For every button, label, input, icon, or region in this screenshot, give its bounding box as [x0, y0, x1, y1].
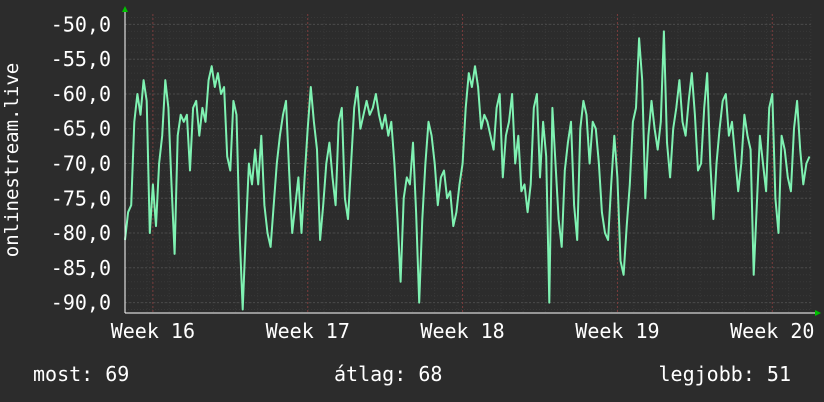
stat-max-value: 51 — [766, 362, 791, 386]
stat-current: most69 — [33, 362, 129, 386]
y-tick-label: -75,0 — [51, 186, 111, 210]
y-tick-label: -65,0 — [51, 117, 111, 141]
x-axis-arrow — [815, 310, 821, 316]
y-tick-label: -90,0 — [51, 291, 111, 315]
grid — [124, 14, 812, 313]
x-tick-label: Week 18 — [420, 319, 504, 343]
x-tick-label: Week 20 — [730, 319, 814, 343]
y-tick-label: -85,0 — [51, 256, 111, 280]
stat-max: legjobb51 — [659, 362, 791, 386]
stat-average-value: 68 — [418, 362, 443, 386]
y-tick-label: -55,0 — [51, 47, 111, 71]
y-axis-label-container: onlinestream.live — [0, 40, 24, 280]
y-axis-ticks: -50,0 -55,0 -60,0 -65,0 -70,0 -75,0 -80,0 -85,0… — [51, 12, 111, 314]
stats-bar: most69 átlag68 legjobb51 — [0, 362, 824, 388]
x-axis-ticks: Week 16 Week 17 Week 18 Week 19 Week 20 — [111, 319, 815, 343]
stat-average-label: átlag — [334, 362, 418, 386]
y-axis-arrow — [122, 6, 128, 12]
series-line — [124, 30, 811, 311]
axes — [122, 6, 821, 316]
y-axis-label: onlinestream.live — [1, 62, 23, 258]
x-tick-label: Week 16 — [111, 319, 195, 343]
y-tick-label: -60,0 — [51, 82, 111, 106]
y-tick-label: -80,0 — [51, 221, 111, 245]
x-tick-label: Week 17 — [266, 319, 350, 343]
y-tick-label: -50,0 — [51, 12, 111, 36]
x-tick-label: Week 19 — [575, 319, 659, 343]
stat-current-value: 69 — [105, 362, 130, 386]
stat-max-label: legjobb — [659, 362, 767, 386]
stat-current-label: most — [33, 362, 105, 386]
stat-average: átlag68 — [334, 362, 442, 386]
y-tick-label: -70,0 — [51, 152, 111, 176]
